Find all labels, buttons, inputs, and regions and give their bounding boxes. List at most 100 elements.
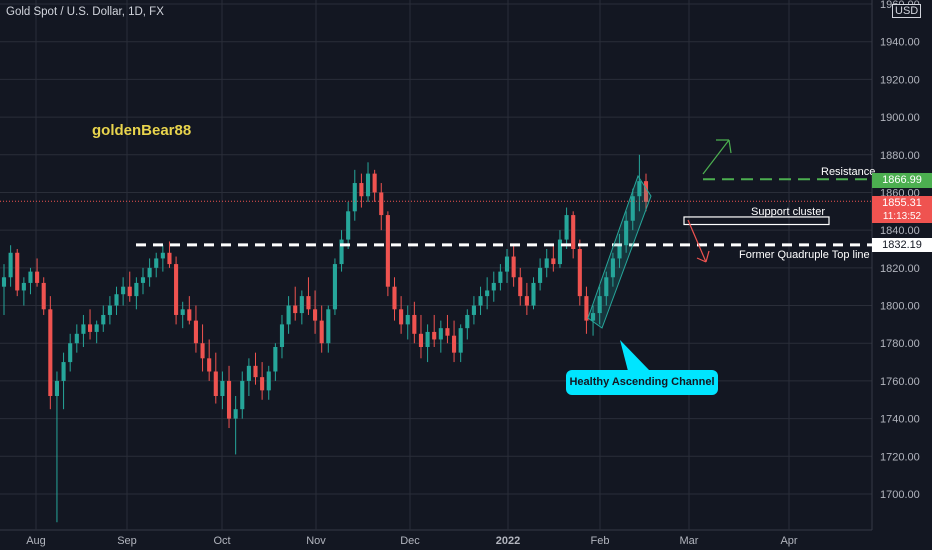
candle-body [114, 294, 119, 306]
candle-body [54, 380, 60, 396]
y-tick-label: 1760.00 [880, 376, 920, 388]
candle-body [167, 252, 172, 265]
candle-body [279, 324, 285, 347]
y-tick-label: 1880.00 [880, 150, 920, 162]
candle-body [498, 271, 503, 283]
candle-body [557, 239, 563, 265]
candle-body [365, 173, 371, 197]
candle-body [15, 252, 20, 291]
candle-body [643, 181, 649, 202]
candle-body [385, 215, 390, 287]
y-tick-label: 1720.00 [880, 451, 920, 463]
candle-body [458, 328, 463, 353]
candle-body [74, 333, 79, 344]
candle-body [511, 256, 516, 278]
candle-body [610, 258, 615, 278]
drawing-tools [0, 139, 872, 371]
candle-body [101, 314, 106, 325]
candle-body [471, 305, 476, 315]
time-axis: Aug Sep Oct Nov Dec 2022 Feb Mar Apr [26, 535, 798, 547]
resistance-label: Resistance [821, 166, 876, 178]
candle-body [491, 282, 496, 291]
candle-body [339, 239, 344, 265]
candle-body [346, 211, 351, 240]
support-cluster-box [683, 216, 830, 226]
candle-body [180, 309, 185, 315]
candle-body [438, 328, 443, 340]
candle-body [630, 196, 635, 221]
candle-body [266, 371, 271, 391]
candle-body [35, 271, 40, 283]
x-tick-label: Oct [213, 535, 230, 547]
y-tick-label: 1780.00 [880, 338, 920, 350]
candle-body [637, 181, 642, 197]
candle-body [590, 313, 596, 321]
y-tick-label: 1900.00 [880, 112, 920, 124]
candle-body [392, 286, 397, 310]
x-tick-label: Feb [591, 535, 610, 547]
candle-body [187, 309, 192, 321]
y-tick-label: 1920.00 [880, 74, 920, 86]
candle-body [299, 296, 304, 314]
candle-body [147, 267, 152, 278]
y-tick-label: 1740.00 [880, 414, 920, 426]
x-tick-label: 2022 [496, 535, 520, 547]
candle-body [220, 380, 225, 396]
bearish-arrow-icon [687, 219, 710, 263]
candle-body [233, 409, 238, 419]
candle-body [253, 365, 258, 378]
candle-body [538, 267, 543, 283]
candle-body [240, 380, 245, 410]
candle-body [617, 245, 622, 259]
candle-body [107, 305, 112, 315]
candle-body [551, 258, 556, 265]
candle-body [81, 324, 86, 334]
candle-body [87, 324, 93, 332]
candle-body [1, 277, 7, 287]
x-tick-label: Aug [26, 535, 46, 547]
candle-body [306, 296, 311, 310]
candle-body [524, 296, 529, 306]
y-tick-label: 1840.00 [880, 225, 920, 237]
candle-body [213, 371, 218, 396]
candle-body [359, 183, 364, 197]
candle-body [140, 277, 146, 283]
candle-body [28, 271, 33, 283]
bar-countdown: 11:13:52 [872, 210, 932, 223]
candle-body [571, 215, 576, 249]
candle-body [478, 296, 483, 306]
candle-body [445, 328, 450, 336]
candle-body [624, 220, 629, 246]
candle-body [41, 282, 46, 310]
candle-body [531, 282, 536, 306]
x-tick-label: Dec [400, 535, 420, 547]
candlestick-series [1, 154, 649, 523]
candle-body [332, 264, 337, 310]
former-top-label: Former Quadruple Top line [739, 249, 870, 261]
candle-body [504, 256, 510, 272]
candle-body [226, 380, 232, 419]
candle-body [584, 296, 589, 321]
candle-body [207, 358, 212, 372]
candle-body [425, 331, 430, 347]
candle-body [319, 320, 324, 344]
x-tick-label: Sep [117, 535, 137, 547]
candle-body [597, 296, 602, 314]
candle-body [246, 365, 251, 381]
candle-body [432, 331, 437, 340]
currency-badge[interactable]: USD [892, 4, 922, 18]
former-top-price-tag: 1832.19 [872, 238, 932, 252]
candle-body [418, 333, 424, 347]
candle-body [174, 264, 179, 315]
candle-body [94, 324, 99, 332]
x-tick-label: Mar [680, 535, 699, 547]
candle-body [412, 314, 417, 334]
candle-body [134, 282, 139, 297]
support-cluster-label: Support cluster [751, 206, 825, 218]
candle-body [313, 309, 318, 321]
callout-pointer [620, 340, 650, 371]
candle-body [399, 309, 404, 325]
y-tick-label: 1820.00 [880, 263, 920, 275]
candle-body [485, 290, 490, 297]
